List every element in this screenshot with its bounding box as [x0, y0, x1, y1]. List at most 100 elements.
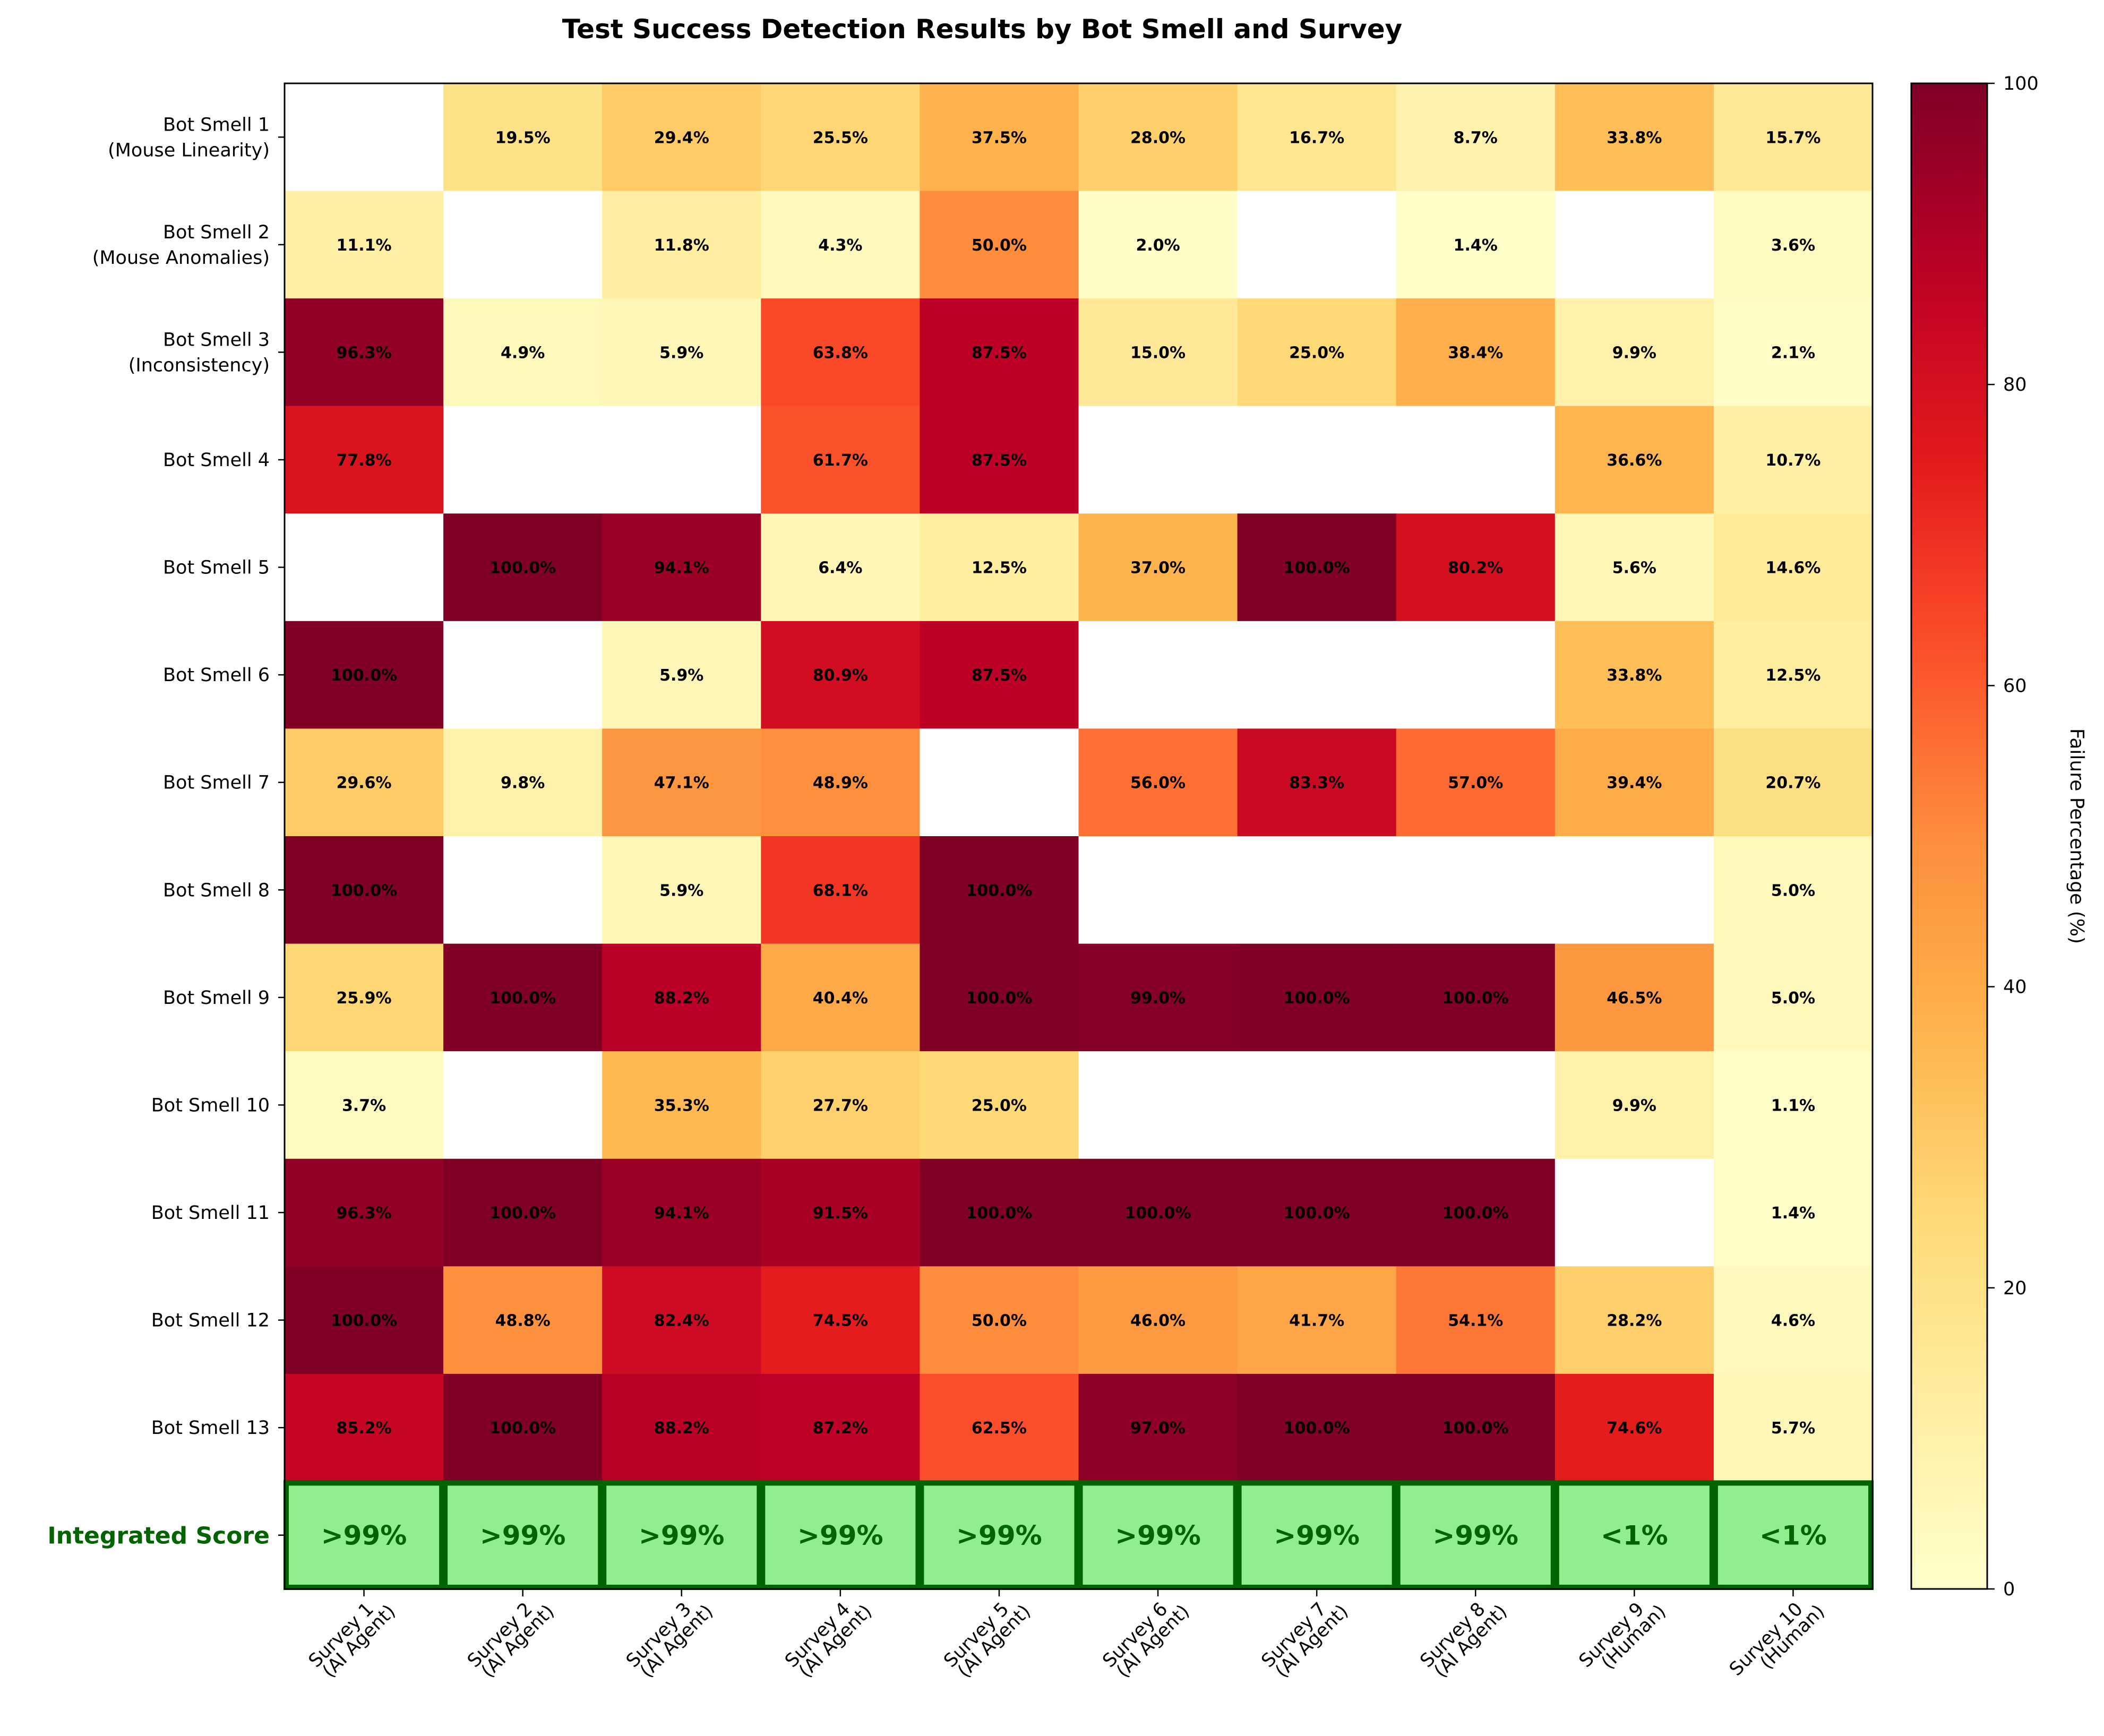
cell-value-label: 80.2%	[1448, 559, 1503, 578]
cell-value-label: 1.4%	[1454, 236, 1498, 255]
heatmap-cell	[1078, 1051, 1238, 1159]
integrated-score-value: >99%	[480, 1520, 566, 1551]
heatmap-cell	[285, 728, 444, 837]
heatmap-cell	[285, 83, 444, 192]
heatmap-cell	[443, 83, 603, 192]
cell-value-label: 12.5%	[972, 559, 1027, 578]
cell-value-label: 25.9%	[337, 989, 392, 1008]
heatmap-cell	[285, 513, 444, 622]
integrated-score-value: >99%	[1432, 1520, 1518, 1551]
heatmap-cell	[920, 621, 1079, 729]
heatmap-cell	[1555, 836, 1714, 944]
heatmap-cell	[285, 1266, 444, 1374]
y-tick-label: Bot Smell 12	[151, 1310, 270, 1331]
cell-value-label: 46.5%	[1607, 989, 1662, 1008]
cell-value-label: 61.7%	[813, 451, 868, 470]
cell-value-label: 87.5%	[972, 343, 1027, 362]
heatmap-cell	[1078, 406, 1238, 514]
heatmap-cell	[443, 1158, 603, 1267]
y-tick-label: Bot Smell 3	[163, 329, 270, 350]
plot-frame	[284, 82, 1874, 1590]
cell-value-label: 37.0%	[1130, 559, 1186, 578]
heatmap-cell	[1396, 836, 1556, 944]
heatmap-cell	[1237, 1158, 1397, 1267]
heatmap-cell	[1078, 836, 1238, 944]
heatmap-cell	[602, 406, 761, 514]
heatmap-cell	[1078, 1158, 1238, 1267]
colorbar-tick-label: 40	[2003, 977, 2027, 998]
cell-value-label: 82.4%	[654, 1312, 709, 1330]
heatmap-cell	[1396, 621, 1556, 729]
heatmap-cell	[443, 1373, 603, 1482]
heatmap-cell	[1237, 836, 1397, 944]
heatmap-cell	[1555, 513, 1714, 622]
cell-value-label: 100.0%	[1442, 1419, 1509, 1438]
heatmap-cell	[443, 191, 603, 299]
heatmap-cell	[920, 406, 1079, 514]
y-tick-label: Bot Smell 10	[151, 1095, 270, 1116]
heatmap-cell	[1078, 83, 1238, 192]
cell-value-label: 87.5%	[972, 451, 1027, 470]
cell-value-label: 68.1%	[813, 881, 868, 900]
cell-value-label: 47.1%	[654, 774, 709, 793]
heatmap-cell	[1396, 406, 1556, 514]
cell-value-label: 9.9%	[1612, 1096, 1656, 1115]
heatmap-cell	[1713, 1266, 1873, 1374]
heatmap-cell	[602, 298, 761, 407]
heatmap-cell	[761, 1373, 920, 1482]
x-tick-label: Survey 10(Human)	[1725, 1599, 1829, 1680]
heatmap-cell	[761, 83, 920, 192]
cell-value-label: 100.0%	[331, 666, 397, 685]
cell-value-label: 50.0%	[972, 236, 1027, 255]
cell-value-label: 12.5%	[1765, 666, 1820, 685]
cell-value-label: 100.0%	[331, 881, 397, 900]
heatmap-cell	[1555, 1373, 1714, 1482]
cell-value-label: 87.5%	[972, 666, 1027, 685]
heatmap-cell	[1237, 406, 1397, 514]
cell-value-label: 40.4%	[813, 989, 868, 1008]
cell-value-label: 100.0%	[1284, 1204, 1350, 1223]
heatmap-cell	[285, 1373, 444, 1482]
heatmap-cell	[1396, 83, 1556, 192]
cell-value-label: 41.7%	[1289, 1312, 1344, 1330]
integrated-score-cell	[442, 1480, 604, 1590]
heatmap-cell	[1396, 298, 1556, 407]
y-tick-label: Bot Smell 9	[163, 987, 270, 1009]
heatmap-cell	[761, 621, 920, 729]
heatmap-cell	[1237, 191, 1397, 299]
cell-value-label: 50.0%	[972, 1312, 1027, 1330]
cell-value-label: 99.0%	[1130, 989, 1186, 1008]
cell-value-label: 5.0%	[1771, 989, 1815, 1008]
heatmap-cell	[602, 1373, 761, 1482]
heatmap-cell	[443, 1266, 603, 1374]
cell-value-label: 88.2%	[654, 989, 709, 1008]
cell-value-label: 38.4%	[1448, 343, 1503, 362]
cell-value-label: 100.0%	[1442, 1204, 1509, 1223]
heatmap-cell	[1396, 1051, 1556, 1159]
heatmap-cell	[1237, 83, 1397, 192]
heatmap-cell	[1078, 191, 1238, 299]
cell-value-label: 5.9%	[659, 881, 703, 900]
heatmap-cell	[1237, 621, 1397, 729]
cell-value-label: 37.5%	[972, 128, 1027, 147]
y-tick-label: Bot Smell 11	[151, 1202, 270, 1224]
integrated-score-value: <1%	[1759, 1520, 1827, 1551]
cell-value-label: 2.0%	[1136, 236, 1180, 255]
cell-value-label: 11.1%	[337, 236, 392, 255]
y-tick-label: Bot Smell 5	[163, 557, 270, 579]
cell-value-label: 5.6%	[1612, 559, 1656, 578]
cell-value-label: 5.9%	[659, 666, 703, 685]
cell-value-label: 74.6%	[1607, 1419, 1662, 1438]
cell-value-label: 3.7%	[342, 1096, 386, 1115]
cell-value-label: 100.0%	[966, 881, 1032, 900]
heatmap-cell	[1078, 943, 1238, 1052]
heatmap-cell	[443, 298, 603, 407]
integrated-score-label: Integrated Score	[47, 1523, 270, 1550]
heatmap-cell	[285, 621, 444, 729]
heatmap-cell	[602, 1051, 761, 1159]
heatmap-cell	[761, 406, 920, 514]
heatmap-cell	[1555, 1266, 1714, 1374]
heatmap-cell	[1713, 406, 1873, 514]
cell-value-label: 100.0%	[966, 1204, 1032, 1223]
